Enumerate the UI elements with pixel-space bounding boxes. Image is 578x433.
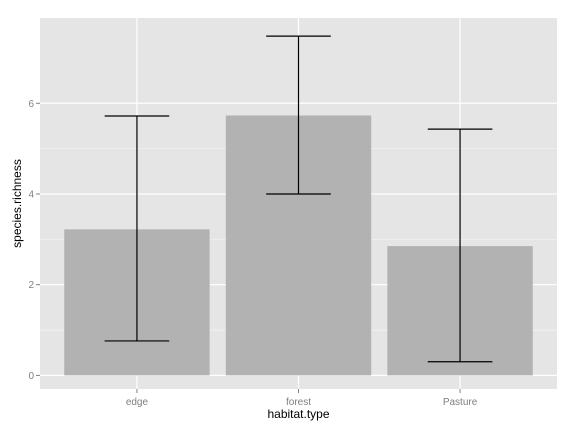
x-axis-title: habitat.type <box>267 407 329 421</box>
y-tick-label: 0 <box>28 371 34 382</box>
y-tick-label: 4 <box>28 189 34 200</box>
error-bars <box>104 35 493 363</box>
y-axis-ticks: 0 2 4 6 <box>28 99 40 382</box>
y-axis-title: species.richness <box>10 159 24 248</box>
x-tick-label: forest <box>286 397 311 408</box>
x-tick-label: edge <box>126 397 149 408</box>
x-tick-label: Pasture <box>443 397 478 408</box>
y-tick-label: 2 <box>28 280 34 291</box>
x-axis-ticks: edge forest Pasture <box>126 389 478 408</box>
error-bar-pasture <box>427 128 493 363</box>
error-bar-forest <box>266 35 331 195</box>
error-bar-edge <box>104 115 170 342</box>
y-tick-label: 6 <box>28 99 34 110</box>
